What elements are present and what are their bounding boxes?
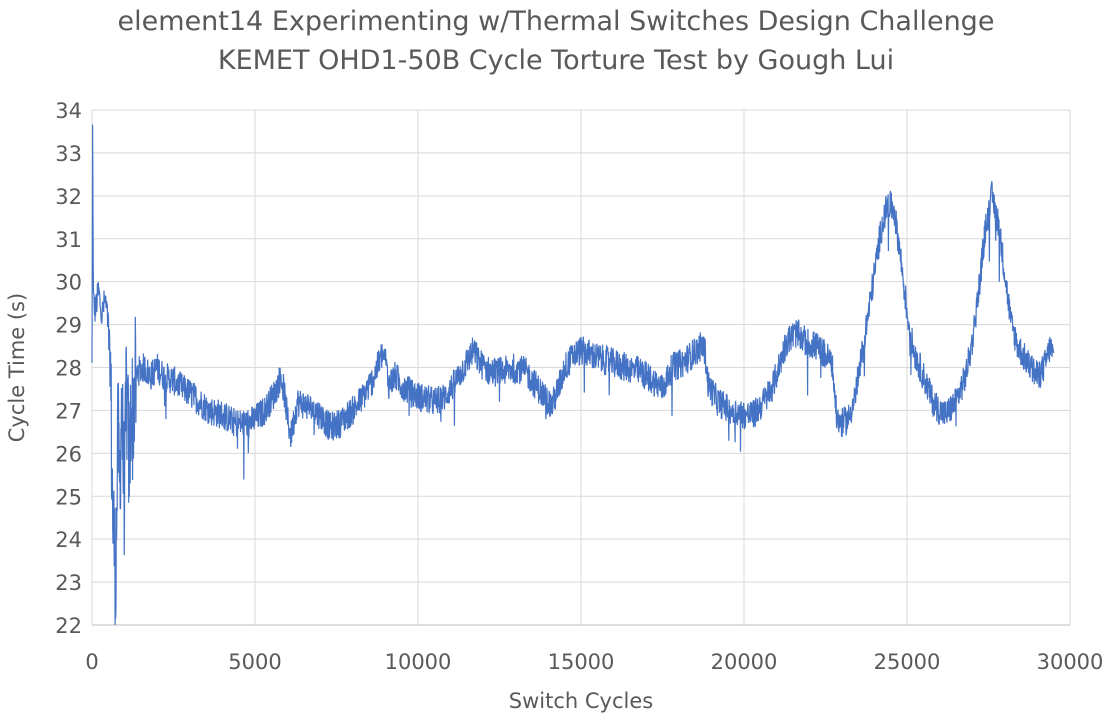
- y-tick-label: 33: [55, 142, 82, 166]
- y-tick-label: 29: [55, 314, 82, 338]
- series-layer: [91, 124, 1055, 626]
- y-axis-title: Cycle Time (s): [5, 293, 29, 442]
- y-tick-label: 31: [55, 228, 82, 252]
- y-tick-label: 22: [55, 614, 82, 638]
- y-tick-label: 34: [55, 99, 82, 123]
- x-tick-label: 5000: [228, 650, 281, 674]
- series-line: [91, 124, 1055, 626]
- y-tick-label: 32: [55, 185, 82, 209]
- y-tick-label: 23: [55, 571, 82, 595]
- chart-title-line-2: KEMET OHD1-50B Cycle Torture Test by Gou…: [217, 45, 895, 76]
- x-tick-label: 25000: [874, 650, 941, 674]
- x-tick-label: 30000: [1037, 650, 1104, 674]
- x-tick-label: 10000: [385, 650, 452, 674]
- y-tick-label: 27: [55, 399, 82, 423]
- y-tick-label: 24: [55, 528, 82, 552]
- x-tick-label: 15000: [548, 650, 615, 674]
- x-tick-label: 20000: [711, 650, 778, 674]
- x-tick-label: 0: [85, 650, 98, 674]
- y-tick-label: 28: [55, 357, 82, 381]
- x-axis-title: Switch Cycles: [509, 689, 653, 713]
- y-tick-label: 30: [55, 271, 82, 295]
- y-tick-label: 26: [55, 442, 82, 466]
- y-tick-label: 25: [55, 485, 82, 509]
- tick-labels: 22 23 24 25 26 27 28 29 30 31 32 33 34 0 5000 10000 1500…: [55, 99, 1103, 674]
- chart-title-line-1: element14 Experimenting w/Thermal Switch…: [117, 6, 995, 37]
